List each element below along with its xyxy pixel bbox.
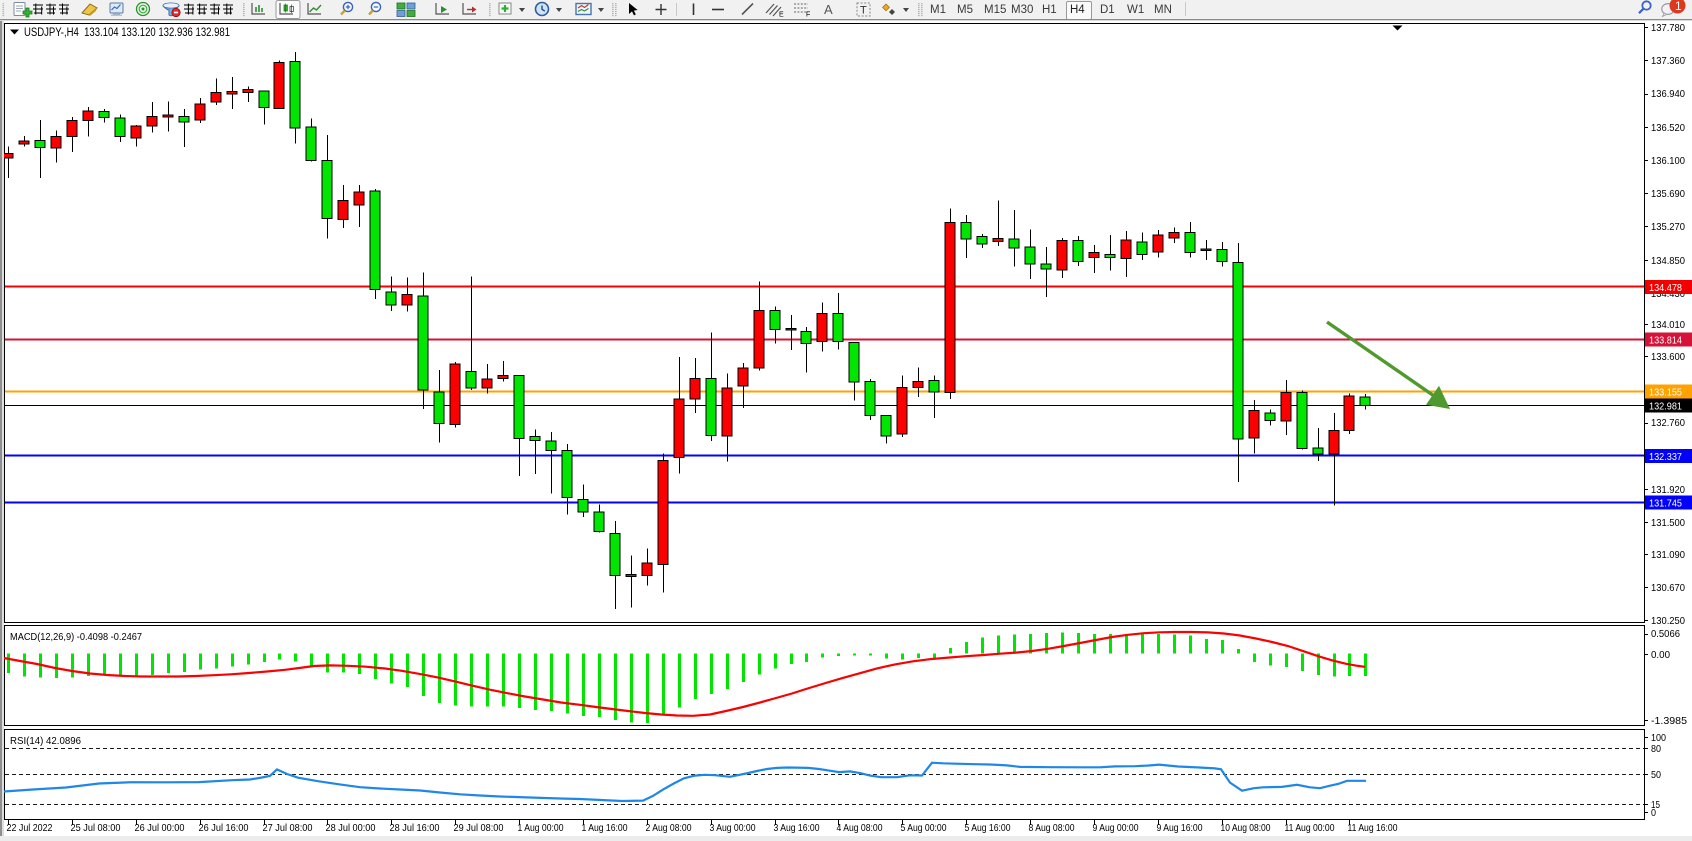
svg-text:131.500: 131.500 — [1651, 517, 1685, 529]
svg-text:27 Jul 08:00: 27 Jul 08:00 — [263, 822, 313, 834]
svg-text:132.337: 132.337 — [1649, 451, 1682, 463]
svg-text:0: 0 — [1651, 807, 1656, 819]
svg-text:0.00: 0.00 — [1651, 649, 1670, 661]
svg-text:135.690: 135.690 — [1651, 188, 1685, 200]
svg-text:133.600: 133.600 — [1651, 351, 1685, 363]
svg-text:26 Jul 00:00: 26 Jul 00:00 — [135, 822, 185, 834]
svg-text:RSI(14) 42.0896: RSI(14) 42.0896 — [10, 735, 81, 747]
svg-text:0.5066: 0.5066 — [1651, 628, 1680, 640]
svg-text:133.155: 133.155 — [1649, 387, 1682, 399]
svg-text:136.520: 136.520 — [1651, 122, 1685, 134]
svg-text:F: F — [806, 12, 810, 19]
svg-text:134.478: 134.478 — [1649, 282, 1682, 294]
svg-text:2 Aug 08:00: 2 Aug 08:00 — [646, 822, 692, 834]
svg-text:131.920: 131.920 — [1651, 484, 1685, 496]
svg-text:3 Aug 16:00: 3 Aug 16:00 — [774, 822, 820, 834]
svg-text:A: A — [824, 2, 833, 17]
svg-text:100: 100 — [1651, 732, 1666, 744]
svg-text:1: 1 — [1675, 0, 1682, 13]
svg-text:134.850: 134.850 — [1651, 255, 1685, 267]
svg-text:130.670: 130.670 — [1651, 582, 1685, 594]
svg-text:29 Jul 08:00: 29 Jul 08:00 — [454, 822, 504, 834]
svg-text:135.270: 135.270 — [1651, 221, 1685, 233]
svg-text:11 Aug 16:00: 11 Aug 16:00 — [1348, 822, 1398, 834]
svg-text:11 Aug 00:00: 11 Aug 00:00 — [1285, 822, 1335, 834]
svg-text:132.760: 132.760 — [1651, 417, 1685, 429]
svg-text:9 Aug 00:00: 9 Aug 00:00 — [1093, 822, 1139, 834]
svg-text:134.010: 134.010 — [1651, 319, 1685, 331]
svg-text:1 Aug 16:00: 1 Aug 16:00 — [582, 822, 628, 834]
svg-text:8 Aug 08:00: 8 Aug 08:00 — [1029, 822, 1075, 834]
svg-text:131.745: 131.745 — [1649, 498, 1682, 510]
svg-text:9 Aug 16:00: 9 Aug 16:00 — [1157, 822, 1203, 834]
svg-text:28 Jul 00:00: 28 Jul 00:00 — [326, 822, 376, 834]
svg-text:80: 80 — [1651, 743, 1661, 755]
svg-text:136.100: 136.100 — [1651, 155, 1685, 167]
svg-text:15: 15 — [1651, 799, 1660, 811]
svg-text:MACD(12,26,9) -0.4098 -0.2467: MACD(12,26,9) -0.4098 -0.2467 — [10, 631, 142, 643]
svg-text:10 Aug 08:00: 10 Aug 08:00 — [1221, 822, 1271, 834]
svg-text:137.360: 137.360 — [1651, 55, 1685, 67]
svg-text:25 Jul 08:00: 25 Jul 08:00 — [71, 822, 121, 834]
svg-text:26 Jul 16:00: 26 Jul 16:00 — [199, 822, 249, 834]
svg-text:4 Aug 08:00: 4 Aug 08:00 — [837, 822, 883, 834]
svg-text:28 Jul 16:00: 28 Jul 16:00 — [390, 822, 440, 834]
svg-text:22 Jul 2022: 22 Jul 2022 — [7, 822, 53, 834]
svg-text:E: E — [779, 12, 784, 19]
svg-text:50: 50 — [1651, 769, 1661, 781]
svg-text:133.814: 133.814 — [1649, 335, 1682, 347]
svg-text:-1.3985: -1.3985 — [1651, 715, 1687, 727]
svg-text:T: T — [860, 5, 867, 17]
svg-text:3 Aug 00:00: 3 Aug 00:00 — [710, 822, 756, 834]
svg-text:136.940: 136.940 — [1651, 88, 1685, 100]
svg-text:5 Aug 00:00: 5 Aug 00:00 — [901, 822, 947, 834]
svg-text:131.090: 131.090 — [1651, 549, 1685, 561]
svg-text:132.981: 132.981 — [1649, 401, 1682, 413]
svg-text:USDJPY-,H4 133.104 133.120 13: USDJPY-,H4 133.104 133.120 132.936 132.9… — [24, 27, 230, 39]
svg-text:1 Aug 00:00: 1 Aug 00:00 — [518, 822, 564, 834]
svg-text:130.250: 130.250 — [1651, 615, 1685, 627]
svg-text:5 Aug 16:00: 5 Aug 16:00 — [965, 822, 1011, 834]
svg-text:137.780: 137.780 — [1651, 22, 1685, 34]
